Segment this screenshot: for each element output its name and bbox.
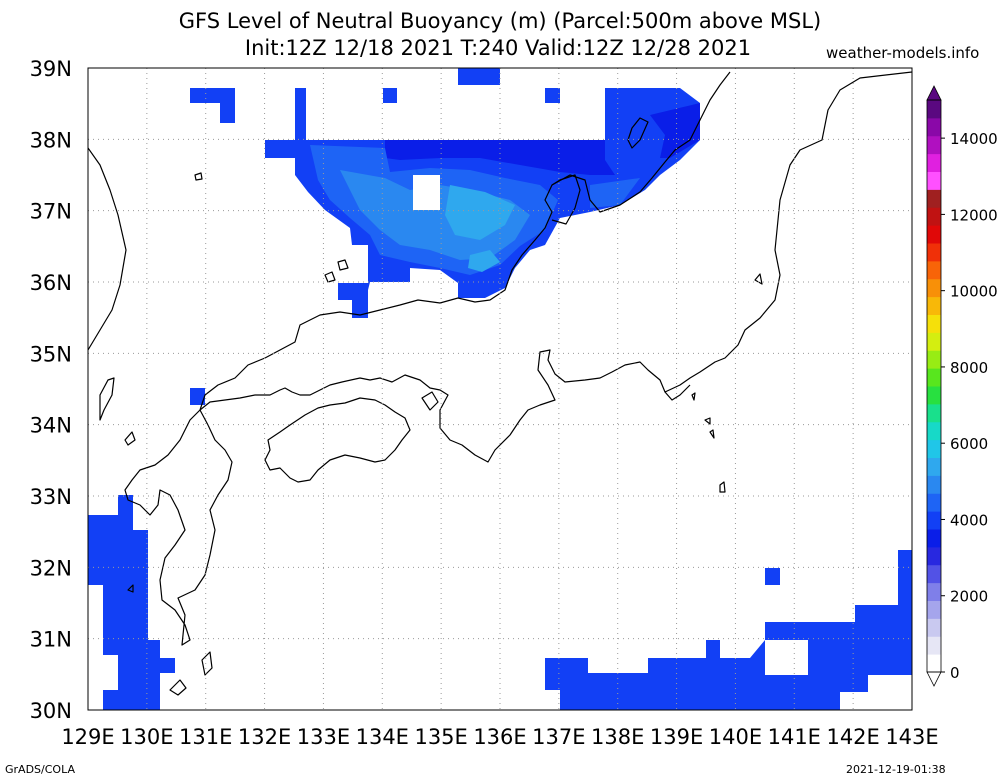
colorbar-swatch	[927, 278, 941, 298]
lon-tick-label: 129E	[61, 725, 114, 749]
lat-axis: 39N 38N 37N 36N 35N 34N 33N 32N 31N 30N	[30, 57, 72, 723]
field-band-deep	[385, 103, 700, 175]
colorbar-swatch	[927, 189, 941, 208]
colorbar-swatch	[927, 350, 941, 369]
lon-tick-label: 138E	[591, 725, 644, 749]
colorbar-label: 14000	[950, 130, 998, 148]
coast-honshu-sea	[199, 71, 731, 411]
colorbar-label: 8000	[950, 359, 988, 377]
colorbar-min-arrow	[926, 671, 942, 687]
colorbar-swatch	[927, 511, 941, 530]
colorbar-swatch	[927, 636, 941, 655]
colorbar-swatch	[927, 314, 941, 333]
colorbar-swatch	[927, 493, 941, 512]
lat-tick-label: 30N	[30, 699, 72, 723]
colorbar-swatch	[927, 135, 941, 155]
colorbar-swatch	[927, 582, 941, 601]
colorbar-swatch	[927, 546, 941, 566]
lat-tick-label: 39N	[30, 57, 72, 81]
map-frame	[87, 67, 913, 711]
lon-tick-label: 140E	[709, 725, 762, 749]
colorbar-label: 6000	[950, 435, 988, 453]
lat-tick-label: 33N	[30, 485, 72, 509]
colorbar-label: 12000	[950, 206, 998, 224]
colorbar-swatch	[927, 368, 941, 387]
coast-noto	[551, 174, 581, 225]
colorbar-swatch	[927, 386, 941, 405]
lon-tick-label: 136E	[473, 725, 526, 749]
coast-tsushima	[99, 377, 115, 421]
footer-timestamp: 2021-12-19-01:38	[846, 763, 946, 776]
colorbar-swatch	[927, 529, 941, 548]
lon-tick-label: 143E	[885, 725, 938, 749]
colorbar-swatch	[927, 332, 941, 351]
colorbar-frame	[926, 99, 942, 673]
colorbar-label: 10000	[950, 283, 998, 301]
colorbar-swatch	[927, 207, 941, 226]
lon-tick-label: 133E	[297, 725, 350, 749]
field-block-southwest	[88, 495, 175, 710]
colorbar-swatch	[927, 117, 941, 137]
coastline-layer	[88, 71, 912, 696]
coast-shikoku	[264, 397, 411, 483]
colorbar-swatch	[927, 153, 941, 172]
colorbar-swatch	[927, 171, 941, 190]
field-block-southeast	[545, 550, 912, 710]
colorbar-swatch	[927, 260, 941, 280]
lat-tick-label: 34N	[30, 414, 72, 438]
colorbar-swatch	[927, 654, 941, 673]
lat-tick-label: 35N	[30, 342, 72, 366]
lon-tick-label: 131E	[179, 725, 232, 749]
lat-tick-label: 31N	[30, 628, 72, 652]
field-band-cyan	[445, 185, 515, 272]
lon-tick-label: 130E	[120, 725, 173, 749]
colorbar-swatch	[927, 475, 941, 494]
coast-sado	[627, 117, 649, 149]
footer-credit: GrADS/COLA	[5, 763, 75, 776]
colorbar-swatch	[927, 421, 941, 441]
buoyancy-field	[88, 68, 912, 710]
colorbar-swatch	[927, 600, 941, 619]
lat-lon-grid	[88, 68, 912, 710]
colorbar-swatch	[927, 243, 941, 262]
colorbar-swatch	[927, 225, 941, 244]
lon-tick-label: 139E	[650, 725, 703, 749]
colorbar-labels: 14000 12000 10000 8000 6000 4000 2000 0	[950, 130, 998, 682]
lon-tick-label: 137E	[532, 725, 585, 749]
coast-korea-east	[88, 147, 127, 351]
site-credit: weather-models.info	[826, 44, 980, 62]
map-subtitle: Init:12Z 12/18 2021 T:240 Valid:12Z 12/2…	[244, 36, 752, 60]
colorbar-swatch	[927, 618, 941, 637]
coast-awaji	[421, 391, 439, 411]
colorbar-label: 4000	[950, 511, 988, 529]
colorbar-swatch	[927, 457, 941, 476]
colorbar-swatch	[927, 403, 941, 423]
lon-tick-label: 135E	[414, 725, 467, 749]
colorbar	[926, 85, 945, 687]
colorbar-label: 0	[950, 664, 960, 682]
colorbar-max-arrow	[926, 85, 942, 101]
map-title: GFS Level of Neutral Buoyancy (m) (Parce…	[178, 9, 822, 33]
colorbar-swatch	[927, 296, 941, 315]
lon-tick-label: 142E	[826, 725, 879, 749]
lat-tick-label: 36N	[30, 271, 72, 295]
lon-tick-label: 132E	[238, 725, 291, 749]
colorbar-swatch	[927, 564, 941, 584]
colorbar-label: 2000	[950, 588, 988, 606]
lon-tick-label: 141E	[768, 725, 821, 749]
lon-tick-label: 134E	[356, 725, 409, 749]
coast-islands-south	[124, 273, 763, 696]
coast-kyushu	[124, 409, 233, 646]
lat-tick-label: 38N	[30, 128, 72, 152]
colorbar-swatch	[927, 439, 941, 458]
coast-ulleung	[194, 172, 203, 181]
lat-tick-label: 37N	[30, 200, 72, 224]
coast-izu	[664, 384, 691, 401]
lat-tick-label: 32N	[30, 556, 72, 580]
coast-oki	[324, 259, 349, 283]
colorbar-swatch	[927, 100, 941, 119]
lon-axis: 129E 130E 131E 132E 133E 134E 135E 136E 137E 138E…	[61, 725, 938, 749]
